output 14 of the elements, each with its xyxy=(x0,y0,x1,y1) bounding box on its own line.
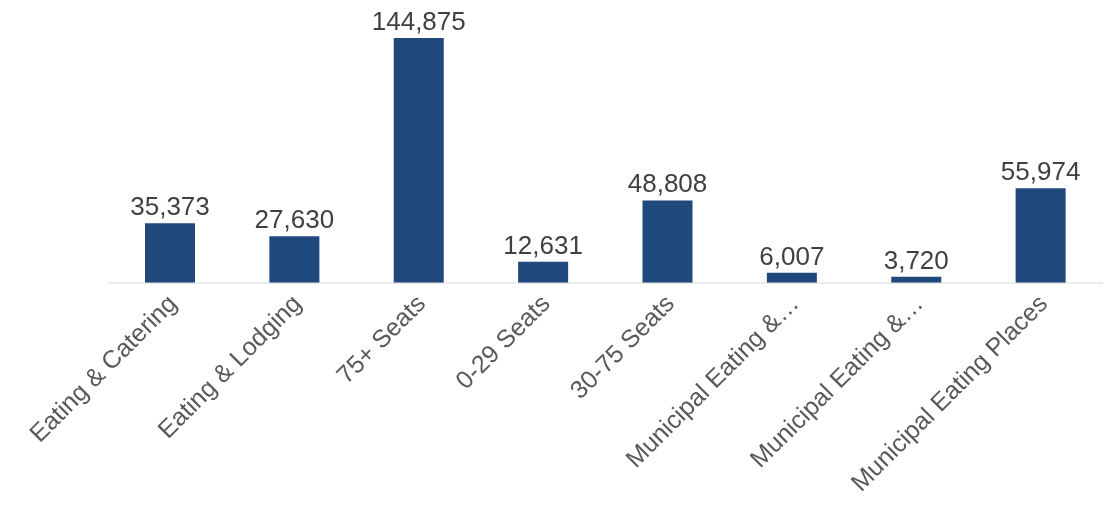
bar xyxy=(642,200,693,283)
data-label: 12,631 xyxy=(503,229,583,260)
bar xyxy=(1015,188,1066,283)
bar xyxy=(518,261,569,283)
data-label: 55,974 xyxy=(1000,156,1081,187)
bar xyxy=(393,38,444,283)
data-label: 48,808 xyxy=(627,168,708,199)
data-label: 144,875 xyxy=(371,6,466,36)
data-label: 27,630 xyxy=(254,204,335,235)
data-label: 6,007 xyxy=(759,240,825,271)
data-label: 3,720 xyxy=(883,244,949,275)
bar xyxy=(269,236,320,283)
data-label: 35,373 xyxy=(130,191,210,222)
bar xyxy=(145,223,195,283)
